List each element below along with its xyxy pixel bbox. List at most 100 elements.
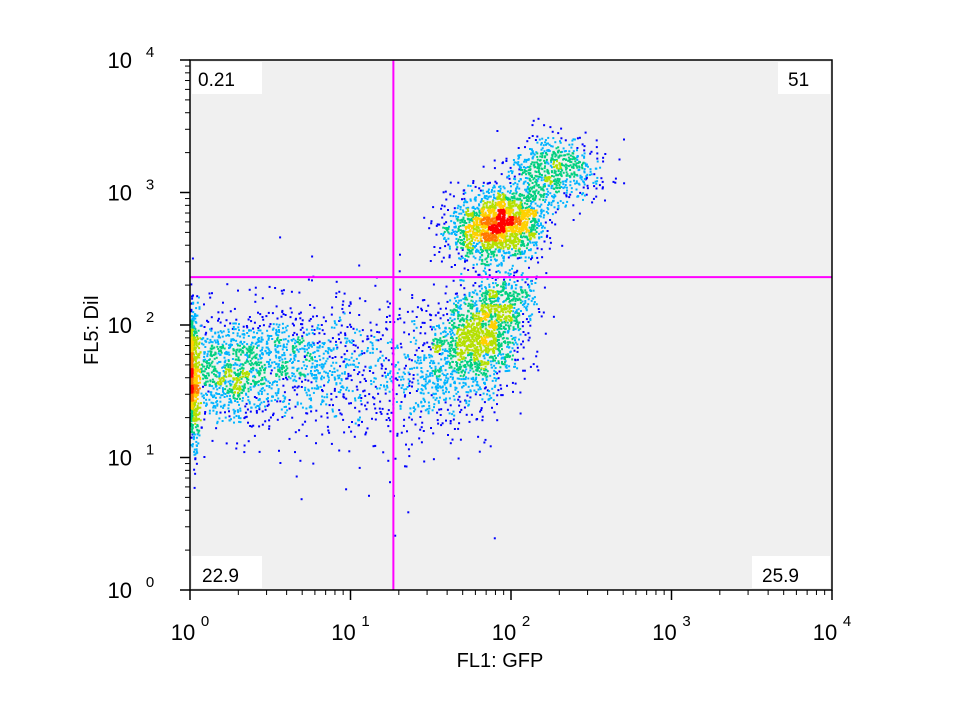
event-dot (281, 368, 284, 371)
event-dot (461, 209, 464, 212)
event-dot (386, 386, 389, 389)
event-dot (471, 303, 474, 306)
event-dot (562, 171, 565, 174)
event-dot (503, 278, 505, 281)
event-dot (419, 376, 422, 379)
event-dot (349, 363, 352, 366)
event-dot (538, 198, 541, 201)
event-dot (398, 270, 401, 273)
event-dot (481, 378, 484, 381)
event-dot (227, 392, 230, 395)
event-dot (555, 173, 558, 176)
event-dot (439, 332, 442, 335)
event-dot (595, 187, 598, 190)
event-dot (419, 428, 422, 431)
event-dot (313, 369, 316, 372)
event-dot (206, 337, 209, 340)
event-dot (308, 397, 311, 400)
event-dot (239, 370, 242, 373)
event-dot (529, 249, 532, 252)
event-dot (326, 350, 329, 353)
event-dot (344, 337, 347, 340)
event-dot (490, 348, 493, 351)
event-dot (445, 362, 448, 365)
event-dot (515, 284, 518, 287)
event-dot (574, 157, 577, 160)
event-dot (306, 412, 309, 415)
event-dot (505, 319, 508, 322)
event-dot (222, 390, 224, 393)
event-dot (428, 346, 431, 348)
event-dot (430, 394, 433, 397)
event-dot (220, 347, 223, 350)
event-dot (401, 375, 404, 378)
event-dot (278, 323, 281, 326)
event-dot (423, 357, 426, 360)
event-dot (228, 344, 231, 347)
event-dot (405, 364, 407, 367)
event-dot (481, 373, 484, 376)
event-dot (482, 192, 485, 195)
event-dot (527, 169, 530, 172)
event-dot (529, 238, 532, 241)
event-dot (536, 365, 539, 368)
event-dot (286, 372, 289, 375)
event-dot (249, 350, 252, 353)
event-dot (529, 196, 532, 199)
event-dot (553, 180, 556, 183)
event-dot (333, 320, 336, 323)
event-dot (330, 364, 333, 367)
event-dot (503, 252, 506, 254)
event-dot (500, 173, 503, 176)
event-dot (429, 319, 432, 321)
event-dot (326, 396, 329, 399)
event-dot (575, 180, 578, 183)
event-dot (238, 389, 241, 392)
event-dot (245, 325, 248, 327)
event-dot (533, 223, 536, 226)
event-dot (600, 177, 603, 180)
event-dot (479, 189, 482, 192)
event-dot (343, 372, 346, 375)
event-dot (289, 353, 292, 356)
event-dot (321, 389, 323, 391)
event-dot (480, 293, 483, 296)
event-dot (467, 269, 470, 271)
event-dot (403, 367, 406, 370)
event-dot (272, 381, 274, 384)
event-dot (496, 338, 499, 341)
event-dot (202, 343, 205, 346)
event-dot (440, 341, 443, 344)
event-dot (364, 404, 367, 407)
event-dot (292, 379, 295, 382)
event-dot (247, 395, 250, 398)
event-dot (383, 385, 386, 388)
event-dot (479, 246, 482, 249)
event-dot (239, 348, 242, 351)
event-dot (277, 364, 280, 367)
event-dot (474, 289, 477, 292)
event-dot (267, 363, 270, 365)
event-dot (553, 206, 556, 209)
event-dot (248, 316, 251, 318)
event-dot (520, 204, 523, 207)
event-dot (463, 378, 466, 381)
event-dot (242, 325, 245, 328)
event-dot (292, 334, 295, 337)
event-dot (436, 411, 439, 414)
event-dot (508, 269, 511, 272)
event-dot (432, 346, 435, 349)
event-dot (565, 178, 568, 181)
event-dot (354, 365, 357, 368)
event-dot (527, 196, 530, 199)
event-dot (529, 221, 532, 223)
event-dot (471, 252, 474, 255)
event-dot (535, 183, 538, 186)
event-dot (266, 329, 269, 332)
event-dot (212, 396, 214, 399)
event-dot (470, 364, 473, 366)
event-dot (454, 370, 456, 373)
event-dot (566, 164, 569, 167)
event-dot (421, 389, 424, 392)
event-dot (434, 344, 437, 347)
